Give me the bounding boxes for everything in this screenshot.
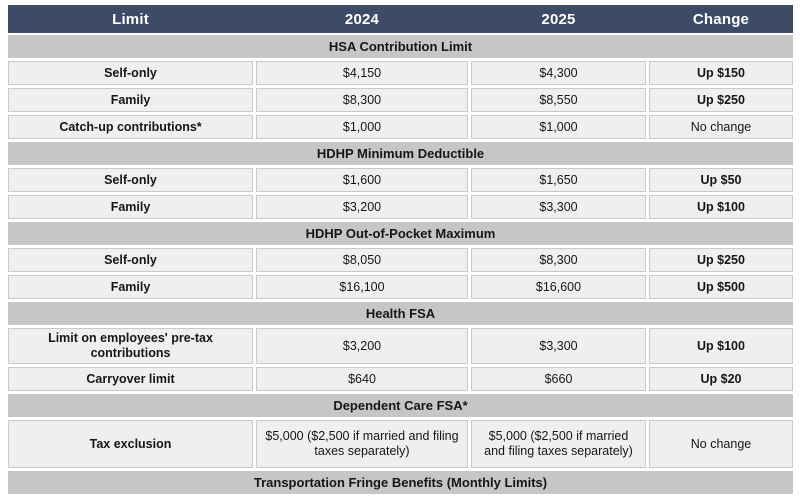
row-label: Self-only — [8, 168, 253, 192]
column-header-change: Change — [692, 10, 750, 28]
section-header-health-fsa: Health FSA — [8, 302, 793, 325]
section-header-hdhp-out-of-pocket-maximum: HDHP Out-of-Pocket Maximum — [8, 222, 793, 245]
value-2025: $3,300 — [471, 328, 646, 364]
change-value: Up $20 — [649, 367, 793, 391]
value-2025: $8,300 — [471, 248, 646, 272]
change-value: Up $250 — [649, 88, 793, 112]
value-2024: $1,600 — [256, 168, 468, 192]
value-2024: $640 — [256, 367, 468, 391]
section-header-dependent-care-fsa: Dependent Care FSA* — [8, 394, 793, 417]
value-2025: $1,000 — [471, 115, 646, 139]
column-header-2025: 2025 — [541, 10, 576, 28]
table-row: Family $16,100 $16,600 Up $500 — [8, 275, 793, 299]
table-row: Self-only $1,600 $1,650 Up $50 — [8, 168, 793, 192]
table-row: Catch-up contributions* $1,000 $1,000 No… — [8, 115, 793, 139]
table-row: Family $8,300 $8,550 Up $250 — [8, 88, 793, 112]
table-row: Tax exclusion $5,000 ($2,500 if married … — [8, 420, 793, 468]
value-2024: $16,100 — [256, 275, 468, 299]
value-2025: $1,650 — [471, 168, 646, 192]
row-label: Carryover limit — [8, 367, 253, 391]
value-2025: $16,600 — [471, 275, 646, 299]
row-label: Self-only — [8, 248, 253, 272]
table-row: Family $3,200 $3,300 Up $100 — [8, 195, 793, 219]
value-2024: $3,200 — [256, 328, 468, 364]
change-value: Up $50 — [649, 168, 793, 192]
table-row: Carryover limit $640 $660 Up $20 — [8, 367, 793, 391]
page: { "table": { "columns": ["Limit", "2024"… — [0, 5, 800, 500]
section-header-hdhp-minimum-deductible: HDHP Minimum Deductible — [8, 142, 793, 165]
table-row: Self-only $8,050 $8,300 Up $250 — [8, 248, 793, 272]
row-label: Family — [8, 195, 253, 219]
value-2025: $4,300 — [471, 61, 646, 85]
row-label: Limit on employees' pre-tax contribution… — [8, 328, 253, 364]
change-value: Up $500 — [649, 275, 793, 299]
change-value: No change — [649, 420, 793, 468]
change-value: Up $100 — [649, 195, 793, 219]
change-value: No change — [649, 115, 793, 139]
change-value: Up $100 — [649, 328, 793, 364]
section-header-hsa-contribution-limit: HSA Contribution Limit — [8, 35, 793, 58]
section-header-transportation-fringe-benefits: Transportation Fringe Benefits (Monthly … — [8, 471, 793, 494]
value-2025: $660 — [471, 367, 646, 391]
table-row: Self-only $4,150 $4,300 Up $150 — [8, 61, 793, 85]
value-2025: $5,000 ($2,500 if married and filing tax… — [471, 420, 646, 468]
table-header-row: Limit 2024 2025 Change — [8, 5, 793, 33]
value-2024: $8,050 — [256, 248, 468, 272]
table-row: Limit on employees' pre-tax contribution… — [8, 328, 793, 364]
change-value: Up $250 — [649, 248, 793, 272]
column-header-2024: 2024 — [344, 10, 380, 28]
value-2025: $3,300 — [471, 195, 646, 219]
value-2024: $8,300 — [256, 88, 468, 112]
value-2024: $4,150 — [256, 61, 468, 85]
value-2024: $1,000 — [256, 115, 468, 139]
row-label: Catch-up contributions* — [8, 115, 253, 139]
row-label: Self-only — [8, 61, 253, 85]
value-2024: $5,000 ($2,500 if married and filing tax… — [256, 420, 468, 468]
row-label: Tax exclusion — [8, 420, 253, 468]
row-label: Family — [8, 88, 253, 112]
value-2025: $8,550 — [471, 88, 646, 112]
column-header-limit: Limit — [112, 10, 149, 28]
row-label: Family — [8, 275, 253, 299]
change-value: Up $150 — [649, 61, 793, 85]
benefits-limits-table: Limit 2024 2025 Change HSA Contribution … — [8, 5, 793, 494]
value-2024: $3,200 — [256, 195, 468, 219]
